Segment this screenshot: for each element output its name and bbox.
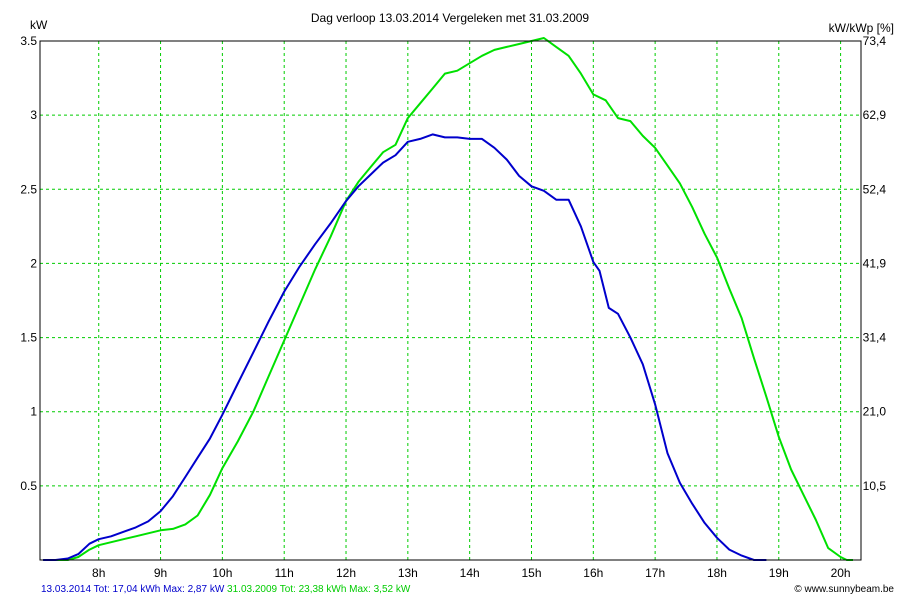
chart-title: Dag verloop 13.03.2014 Vergeleken met 31… bbox=[310, 11, 590, 25]
series2-summary: 31.03.2009 Tot: 23,38 kWh Max: 3,52 kW bbox=[224, 584, 411, 595]
x-tick-label: 10h bbox=[212, 566, 232, 580]
y-tick-label-right: 21,0 bbox=[863, 405, 887, 419]
y-tick-label-left: 1.5 bbox=[20, 331, 37, 345]
left-axis-unit: kW bbox=[30, 18, 48, 32]
y-tick-label-right: 31,4 bbox=[863, 331, 887, 345]
x-tick-label: 13h bbox=[398, 566, 418, 580]
x-tick-label: 8h bbox=[92, 566, 105, 580]
x-tick-label: 20h bbox=[831, 566, 851, 580]
series-line-2 bbox=[43, 37, 853, 561]
x-tick-label: 11h bbox=[275, 566, 294, 580]
footer-summary: 13.03.2014 Tot: 17,04 kWh Max: 2,87 kW 3… bbox=[41, 584, 410, 595]
x-tick-label: 15h bbox=[521, 566, 541, 580]
grid bbox=[40, 41, 861, 560]
series-line-1 bbox=[43, 133, 767, 561]
credit-text: © www.sunnybeam.be bbox=[794, 584, 894, 595]
y-tick-label-left: 2 bbox=[30, 256, 37, 270]
series-layer bbox=[43, 37, 853, 561]
x-tick-label: 17h bbox=[645, 566, 665, 580]
y-tick-label-left: 0.5 bbox=[20, 479, 37, 493]
x-tick-label: 18h bbox=[707, 566, 727, 580]
tick-labels: 8h 9h 10h 11h 12h 13h 14h 15h 16h 17h 18h 19h 20h 0.5… bbox=[20, 34, 886, 580]
y-tick-label-left: 2.5 bbox=[20, 182, 37, 196]
x-tick-label: 19h bbox=[769, 566, 789, 580]
x-tick-label: 14h bbox=[460, 566, 480, 580]
y-tick-label-right: 41,9 bbox=[863, 256, 887, 270]
x-tick-label: 9h bbox=[154, 566, 167, 580]
y-tick-label-right: 52,4 bbox=[863, 182, 887, 196]
plot-frame bbox=[39, 40, 862, 561]
y-tick-label-right: 62,9 bbox=[863, 108, 887, 122]
right-axis-unit: kW/kWp [%] bbox=[828, 21, 894, 35]
x-tick-label: 12h bbox=[336, 566, 356, 580]
y-tick-label-right: 10,5 bbox=[863, 479, 887, 493]
x-tick-label: 16h bbox=[583, 566, 603, 580]
y-tick-label-left: 3 bbox=[30, 108, 37, 122]
y-tick-label-right: 73,4 bbox=[863, 34, 887, 48]
y-tick-label-left: 1 bbox=[30, 405, 37, 419]
y-tick-label-left: 3.5 bbox=[20, 34, 37, 48]
series1-summary: 13.03.2014 Tot: 17,04 kWh Max: 2,87 kW bbox=[41, 584, 225, 595]
